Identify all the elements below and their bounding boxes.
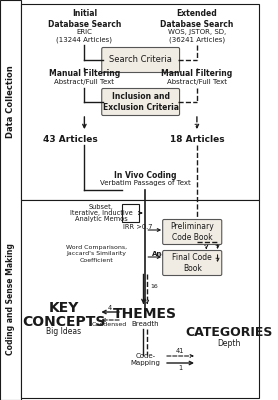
Text: In Vivo Coding: In Vivo Coding: [114, 170, 177, 180]
Text: Preliminary
Code Book: Preliminary Code Book: [170, 222, 214, 242]
FancyBboxPatch shape: [102, 48, 180, 72]
Text: Data Collection: Data Collection: [6, 66, 15, 138]
Text: Initial
Database Search: Initial Database Search: [48, 9, 121, 29]
Text: CATEGORIES: CATEGORIES: [185, 326, 272, 340]
Bar: [122, 204, 139, 222]
Text: Subset,: Subset,: [89, 204, 114, 210]
Text: Abstract/Full Text: Abstract/Full Text: [54, 79, 114, 85]
Text: Word Comparisons,: Word Comparisons,: [66, 246, 127, 250]
Text: 4: 4: [108, 305, 112, 311]
Text: Coding and Sense Making: Coding and Sense Making: [6, 243, 15, 355]
Text: Code-
Mapping: Code- Mapping: [130, 354, 160, 366]
Text: Final Code
Book: Final Code Book: [172, 253, 212, 273]
Text: Extended
Database Search: Extended Database Search: [160, 9, 234, 29]
Text: Manual Filtering: Manual Filtering: [49, 70, 120, 78]
Text: 41: 41: [176, 348, 184, 354]
FancyBboxPatch shape: [163, 220, 222, 244]
Text: 16: 16: [150, 284, 158, 290]
Text: 1: 1: [178, 365, 182, 371]
Text: WOS, JSTOR, SD,
(36241 Articles): WOS, JSTOR, SD, (36241 Articles): [168, 29, 226, 43]
Bar: [21, 200, 259, 398]
Text: Big Ideas: Big Ideas: [46, 326, 81, 336]
Text: Analytic Memos: Analytic Memos: [75, 216, 128, 222]
Bar: [21, 4, 259, 200]
Text: Verbatim Passages of Text: Verbatim Passages of Text: [100, 180, 191, 186]
Text: Iterative, Inductive: Iterative, Inductive: [70, 210, 133, 216]
Text: THEMES: THEMES: [113, 307, 177, 321]
Text: Breadth: Breadth: [131, 321, 159, 327]
Text: 43 Articles: 43 Articles: [43, 134, 98, 144]
FancyBboxPatch shape: [163, 250, 222, 276]
Text: Coefficient: Coefficient: [80, 258, 113, 262]
Text: Search Criteria: Search Criteria: [109, 56, 172, 64]
Text: Condensed: Condensed: [92, 322, 127, 328]
Text: Depth: Depth: [217, 338, 240, 348]
Text: ERIC
(13244 Articles): ERIC (13244 Articles): [56, 29, 112, 43]
Text: 18 Articles: 18 Articles: [170, 134, 224, 144]
Text: IRR >0.7: IRR >0.7: [123, 224, 153, 230]
Text: Abstract/Full Text: Abstract/Full Text: [167, 79, 227, 85]
Text: Jaccard's Similarity: Jaccard's Similarity: [66, 252, 126, 256]
Text: KEY
CONCEPTS: KEY CONCEPTS: [22, 301, 105, 329]
Text: Inclusion and
Exclusion Criteria: Inclusion and Exclusion Criteria: [103, 92, 179, 112]
Bar: [0, 0, 21, 400]
Text: Analyses: Analyses: [152, 251, 187, 257]
FancyBboxPatch shape: [102, 88, 180, 116]
Text: Manual Filtering: Manual Filtering: [161, 70, 232, 78]
